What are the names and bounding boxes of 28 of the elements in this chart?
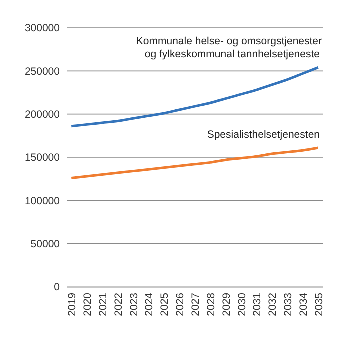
y-tick-label: 200000 <box>24 109 60 122</box>
x-tick-label: 2019 <box>66 292 79 316</box>
y-tick-label: 150000 <box>24 152 60 164</box>
y-tick-label: 100000 <box>24 195 60 208</box>
x-tick-label: 2029 <box>220 292 233 316</box>
x-tick-label: 2027 <box>190 292 202 316</box>
x-tick-label: 2028 <box>205 292 218 316</box>
x-tick-label: 2024 <box>144 292 156 316</box>
y-tick-label: 0 <box>54 282 60 294</box>
x-tick-label: 2021 <box>97 292 110 316</box>
x-tick-label: 2026 <box>174 292 187 316</box>
x-tick-label: 2030 <box>236 292 248 316</box>
y-tick-label: 300000 <box>24 22 60 35</box>
x-tick-label: 2035 <box>313 292 326 316</box>
y-tick-label: 250000 <box>24 66 60 78</box>
y-tick-label: 50000 <box>30 238 60 251</box>
x-tick-label: 2025 <box>159 292 172 316</box>
x-tick-label: 2031 <box>252 292 264 316</box>
x-tick-label: 2033 <box>282 292 295 316</box>
series-label: Kommunale helse- og omsorgstjenester og fylkeskommunal tannhelsetjeneste <box>136 36 322 61</box>
line-series <box>70 146 320 180</box>
x-tick-label: 2020 <box>82 292 94 316</box>
x-tick-label: 2034 <box>298 292 310 316</box>
x-tick-label: 2032 <box>267 292 280 316</box>
x-tick-label: 2022 <box>112 292 125 316</box>
series-label: Spesialisthelsetjenesten <box>207 129 320 142</box>
x-tick-label: 2023 <box>128 292 140 316</box>
line-series <box>70 66 320 128</box>
